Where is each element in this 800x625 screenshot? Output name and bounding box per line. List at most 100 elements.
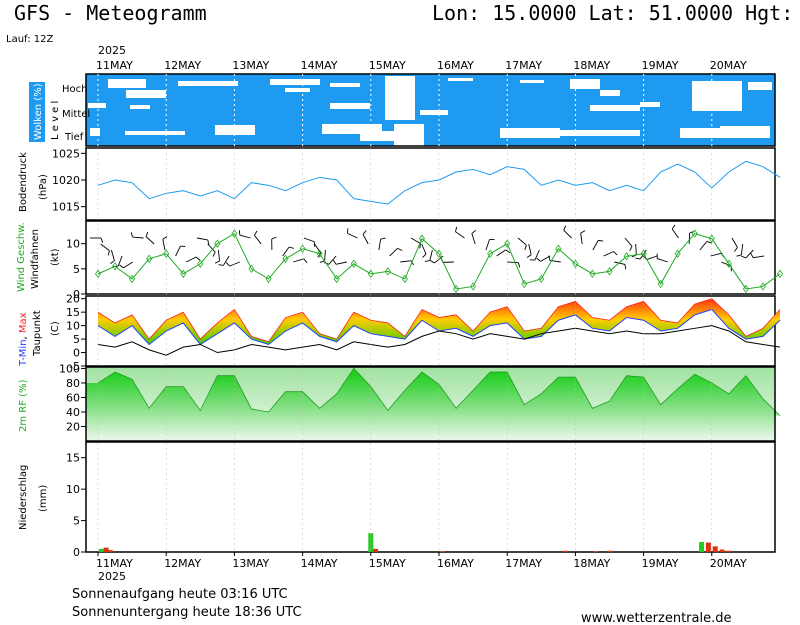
day-labels-top: 11MAY 12MAY 13MAY 14MAY 15MAY 16MAY 17MAY 18MAY… [96,59,747,72]
wind-speed-marker [623,252,630,261]
y-tick-label: 5 [73,515,80,528]
wind-barb [603,251,614,257]
y-tick-label: 40 [66,406,80,419]
wind-speed-marker [589,269,596,279]
y-tick-label: 20 [66,420,80,433]
wind-speed-marker [282,254,289,263]
wind-barb [614,261,626,265]
cloud-gap [692,81,742,111]
cloud-gap [500,128,560,138]
day-label-top: 15MAY [369,59,406,72]
day-label-top: 13MAY [232,59,269,72]
y-tick-label: 80 [66,377,80,390]
precip-ylabel: Niederschlag [18,465,29,530]
wind-speed-marker [180,269,187,279]
cloud-gap [215,125,255,135]
wind-barb-flag [455,226,458,232]
sunrise-text: Sonnenaufgang heute 03:16 UTC [72,587,288,602]
wind-barb-flag [613,251,618,256]
wind-barb-flag [238,230,241,236]
wind-barb [303,237,315,243]
cloud-gaps [88,76,772,146]
wind-barb [162,239,166,251]
tmax-line [97,298,781,343]
precip-bar [368,533,374,552]
cloud-gap [748,82,772,90]
wind-barb [132,236,144,239]
precip-bar [726,550,732,552]
wind-barb-flag [471,230,476,234]
day-label-bottom: 13MAY [232,557,269,570]
wind-speed-marker [470,282,477,291]
wind-speed-marker [742,284,749,294]
wind-barb [699,241,708,251]
wind-barb [196,237,208,241]
wind-barb-flag [332,259,337,265]
wind-barb [314,243,322,254]
wind-barb-flag [380,237,386,240]
wind-barb-flag [548,255,551,261]
wind-barb [400,260,412,263]
wind-barb [100,243,110,251]
wind-speed-marker [401,274,408,284]
wind-barb-flag [563,225,567,231]
wind-barb-flag [207,239,210,245]
temperature-ylabel: T-Min, Max [18,312,29,367]
wind-speed-marker [708,234,715,243]
pressure-unit: (hPa) [38,174,49,200]
wind-barb [528,243,532,255]
wind-barb-flag [130,232,133,238]
temperature-unit: (C) [50,321,61,336]
y-tick-label: -5 [69,360,80,373]
day-label-top: 14MAY [301,59,338,72]
wind-speed-marker [572,259,579,268]
wind-barb-flag [110,260,115,264]
wind-barb-flag [254,230,258,236]
y-tick-label: 20 [66,293,80,306]
wind-speed-marker [555,244,562,253]
wind-barb-flag [524,244,527,250]
y-tick-label: 100 [59,362,80,375]
cloud-gap [640,102,660,107]
location-coords: Lon: 15.0000 Lat: 51.0000 Hgt: 3 [432,1,800,25]
day-label-bottom: 16MAY [437,557,474,570]
wind-barb [471,233,476,245]
wind-barb [592,240,599,251]
precip-bar [705,542,711,552]
wind-barb [421,243,427,255]
precip-bar [719,549,725,552]
day-label-top: 11MAY [96,59,133,72]
wind-speed-marker [367,269,374,279]
wind-barb [580,233,583,245]
cloud-gap [394,124,424,146]
y-tick-label: 10 [66,320,80,333]
cloud-gap [285,88,310,92]
wind-barb [671,228,679,239]
wind-barb-flag [218,264,224,266]
wind-barb [563,229,572,239]
wind-barb-flag [271,236,277,240]
wind-speed-marker [265,274,272,284]
wind-speed-markers [95,229,783,294]
wind-barb [347,232,358,239]
wind-barb-flag [410,260,414,266]
cloud-gap [360,131,420,141]
pressure-ylabel: Bodendruck [18,152,29,212]
wind-panel: 0 5 10 Wind Geschw. Windfahnen (kt) [16,220,783,301]
wind-speed-marker [95,269,101,279]
y-tick-label: 1020 [52,174,80,187]
y-tick-label: 5 [73,263,80,276]
wind-speed-marker [521,279,528,289]
source-credit: www.wetterzentrale.de [581,611,731,625]
precip-bar [593,551,599,552]
day-labels-bottom: 11MAY 12MAY 13MAY 14MAY 15MAY 16MAY 17MAY 18MAY… [96,557,747,570]
precip-bar [562,550,568,552]
day-label-bottom: 20MAY [710,557,747,570]
wind-speed-marker [299,244,306,253]
wind-barb [455,231,465,239]
cloud-gap [680,128,750,138]
wind-barb-flag [424,260,430,262]
wind-barb-flag [419,243,421,249]
y-tick-label: 10 [66,238,80,251]
